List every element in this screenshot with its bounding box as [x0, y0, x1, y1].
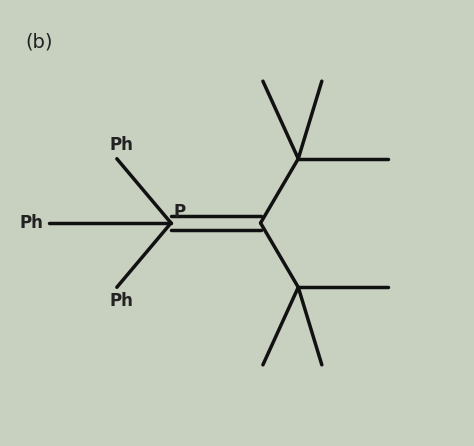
- Text: P: P: [173, 203, 185, 221]
- Text: Ph: Ph: [20, 214, 44, 232]
- Text: Ph: Ph: [109, 292, 134, 310]
- Text: (b): (b): [25, 33, 53, 51]
- Text: Ph: Ph: [109, 136, 134, 154]
